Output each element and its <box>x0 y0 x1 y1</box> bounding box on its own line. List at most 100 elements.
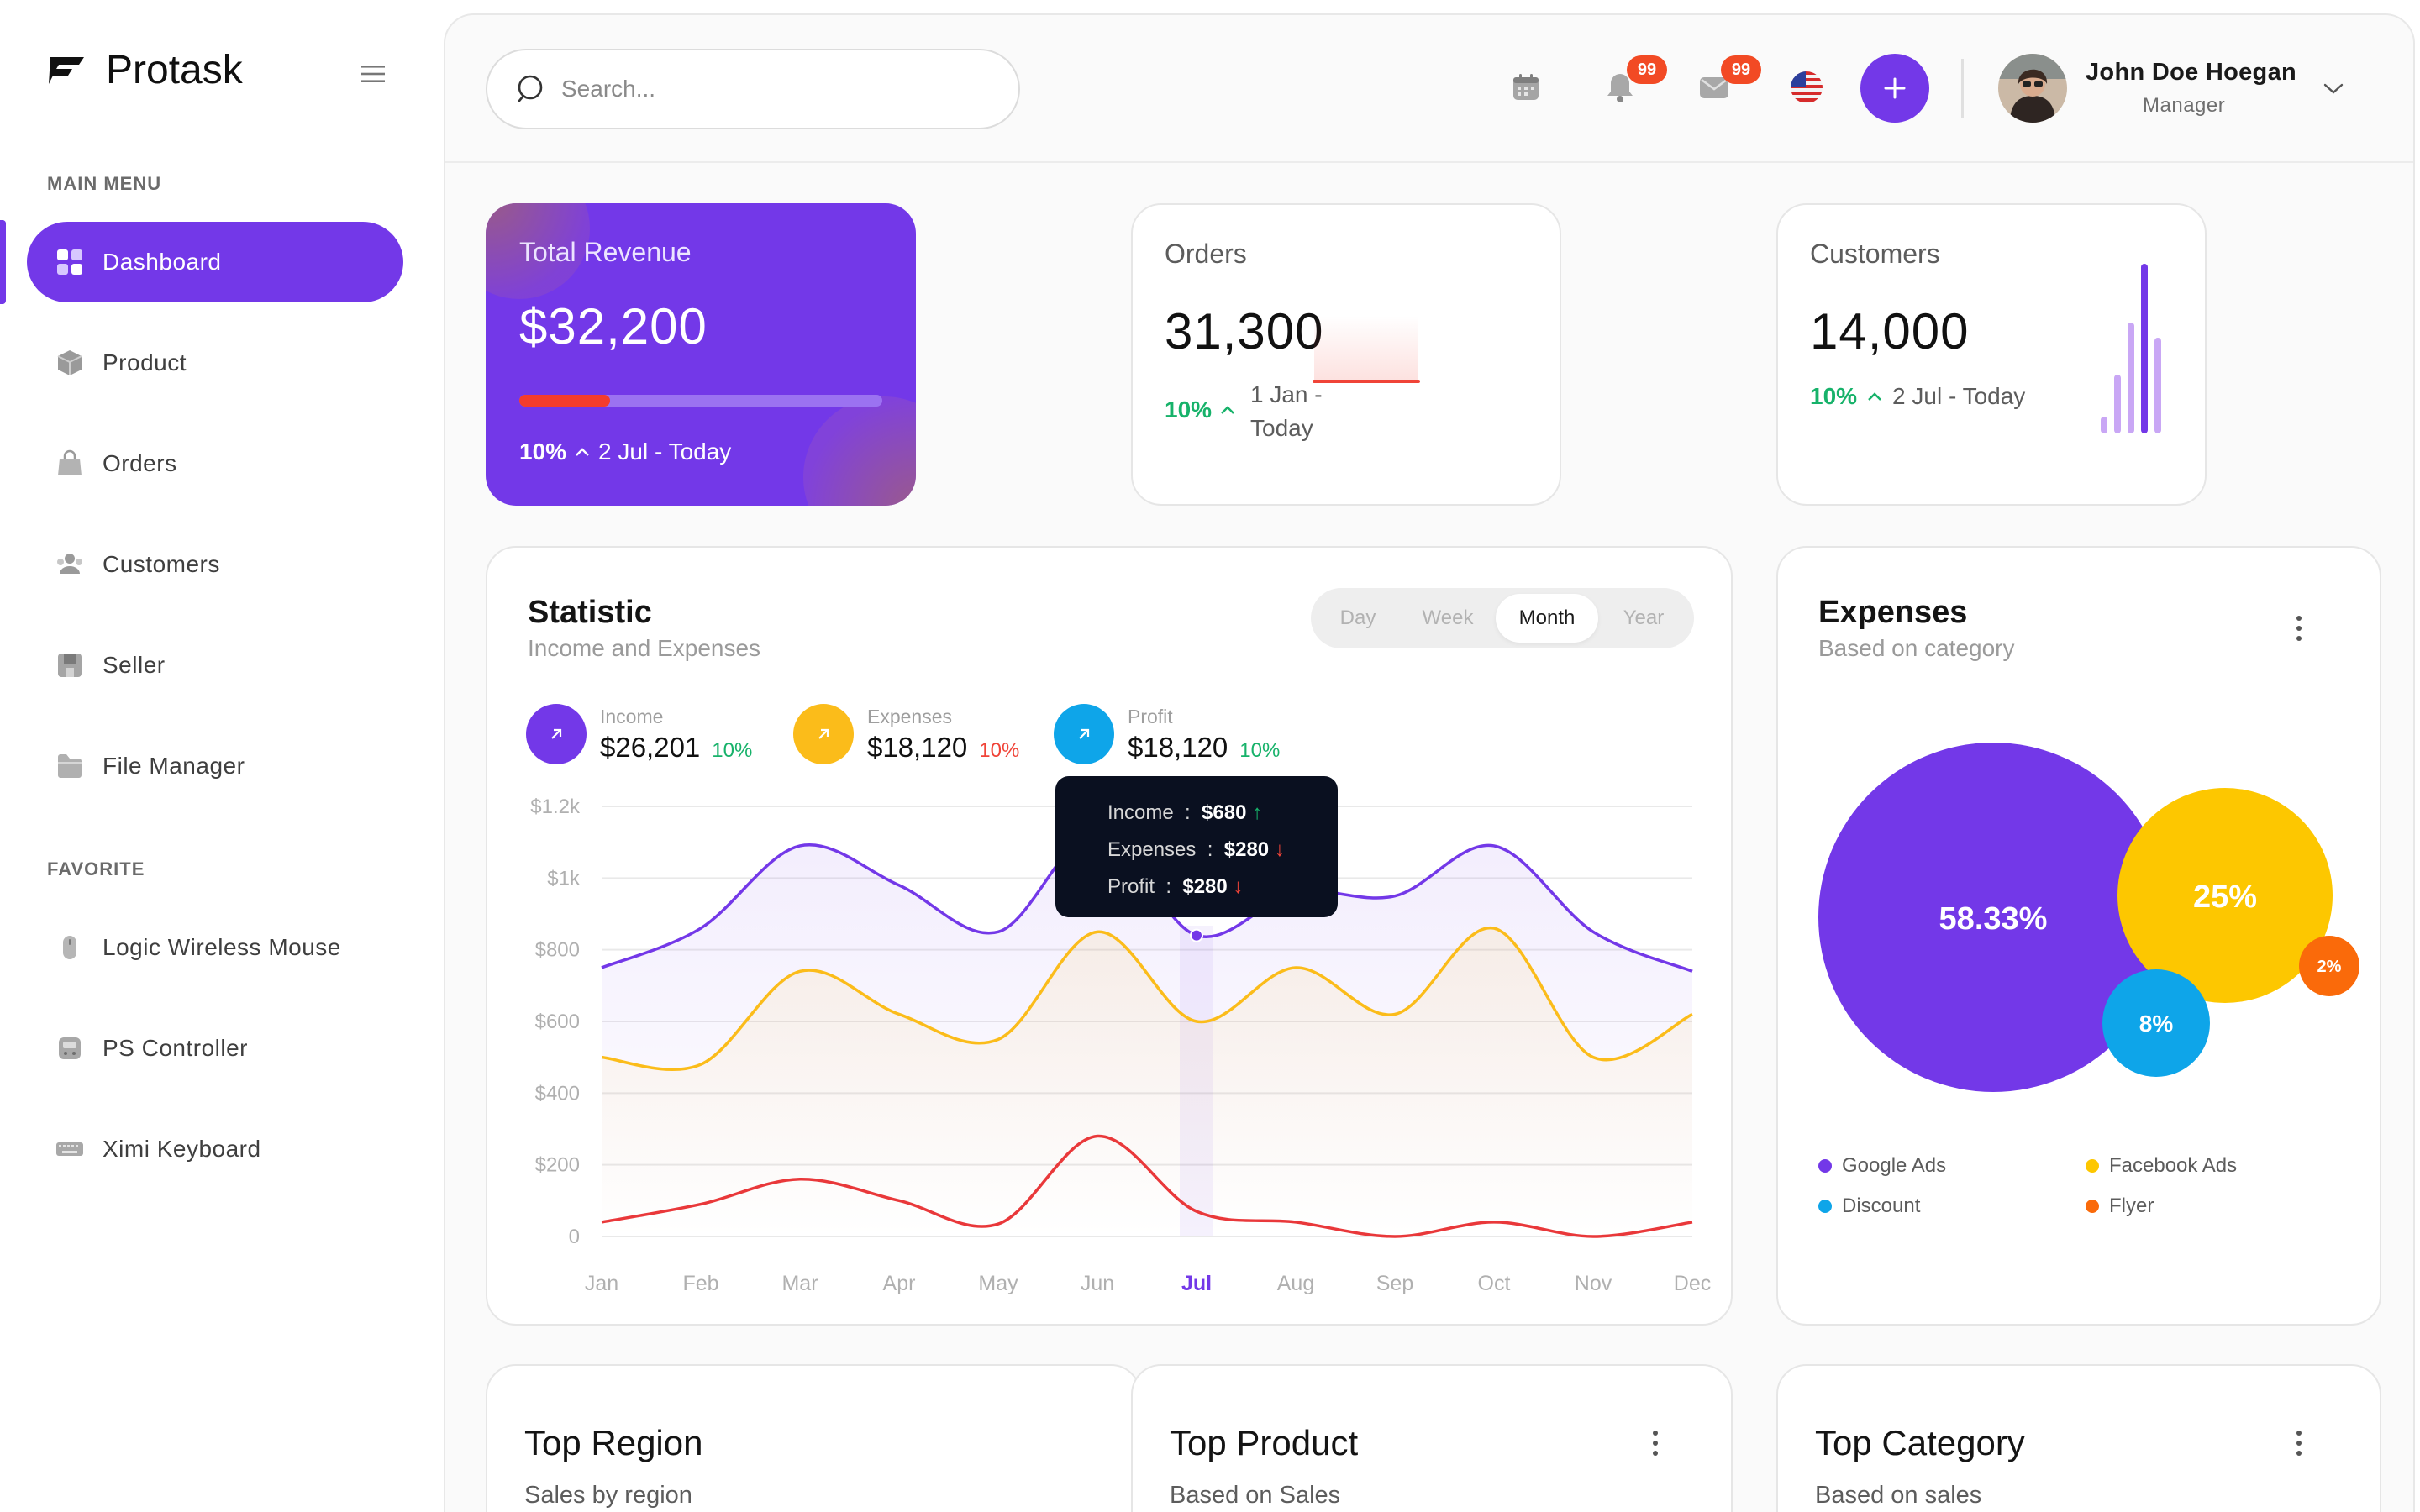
app-name: Protask <box>106 48 243 92</box>
brand[interactable]: Protask <box>47 47 243 93</box>
orders-range-line2: Today <box>1250 415 1313 441</box>
sidebar-item-dashboard[interactable]: Dashboard <box>27 222 403 302</box>
statistic-line-chart[interactable]: 0 $200 $400 $600 $800 $1k $1.2k Jan Feb Mar Apr May… <box>487 548 1733 1326</box>
metric-pct: 10% <box>979 738 1020 762</box>
plus-icon <box>1884 77 1906 99</box>
header-divider <box>1961 59 1964 118</box>
bell-icon <box>1607 74 1633 102</box>
sidebar-item-ximi-keyboard[interactable]: Ximi Keyboard <box>27 1109 403 1189</box>
expenses-subtitle: Based on category <box>1818 635 2015 661</box>
tab-year[interactable]: Year <box>1623 606 1665 629</box>
legend-facebook-ads: Facebook Ads <box>2086 1154 2237 1178</box>
sidebar-item-ps-controller[interactable]: PS Controller <box>27 1008 403 1089</box>
sidebar-item-customers[interactable]: Customers <box>27 524 403 605</box>
bubble-facebook-ads[interactable] <box>2118 788 2333 1003</box>
y-tick-label: $600 <box>535 1011 580 1033</box>
total-revenue-card[interactable]: Total Revenue $32,200 10% 2 Jul - Today <box>486 203 916 506</box>
mouse-icon <box>55 933 84 962</box>
sidebar-item-label: Product <box>103 349 187 375</box>
legend-dot <box>2086 1159 2099 1173</box>
messages-button[interactable] <box>1694 67 1734 108</box>
calendar-icon <box>1513 74 1539 100</box>
notifications-badge: 99 <box>1627 55 1667 84</box>
x-tick-label: Sep <box>1376 1272 1413 1295</box>
sidebar-item-product[interactable]: Product <box>27 323 403 403</box>
top-product-title: Top Product <box>1170 1423 1359 1462</box>
sidebar: Protask MAIN MENU Dashboard Product Orde… <box>0 0 444 1512</box>
tab-month[interactable]: Month <box>1496 594 1598 643</box>
bubble-label: 25% <box>2193 879 2257 915</box>
sidebar-item-logic-wireless-mouse[interactable]: Logic Wireless Mouse <box>27 907 403 988</box>
store-icon <box>55 651 84 680</box>
orders-card[interactable]: Orders 31,300 10% 1 Jan - Today <box>1131 203 1561 506</box>
orders-range-line1: 1 Jan - <box>1250 381 1323 407</box>
legend-label: Flyer <box>2109 1194 2154 1217</box>
revenue-value: $32,200 <box>519 298 708 354</box>
tooltip-profit: Profit : $280 ↓ <box>1107 875 1244 898</box>
calendar-button[interactable] <box>1506 67 1546 108</box>
x-tick-label: Jan <box>585 1272 618 1295</box>
metric-expenses: Expenses $18,120 10% <box>793 704 1019 764</box>
more-vertical-icon[interactable] <box>2294 1428 2304 1458</box>
sidebar-item-label: Ximi Keyboard <box>103 1136 261 1162</box>
arrow-up-right-icon <box>1054 704 1114 764</box>
legend-google-ads: Google Ads <box>1818 1154 1946 1178</box>
gamepad-icon <box>55 1034 84 1063</box>
top-region-subtitle: Sales by region <box>524 1482 692 1509</box>
arrow-up-icon <box>1221 406 1234 414</box>
bubble-google-ads[interactable] <box>1818 743 2168 1092</box>
tab-week[interactable]: Week <box>1422 606 1474 629</box>
main-content: 99 99 <box>444 13 2415 1512</box>
protask-logo-icon <box>49 56 84 84</box>
search-box[interactable] <box>486 49 1020 129</box>
sidebar-item-orders[interactable]: Orders <box>27 423 403 504</box>
expenses-bubble-chart: 58.33% 25% 8% 2% <box>1818 743 2360 1092</box>
avatar[interactable] <box>1998 54 2067 123</box>
y-tick-label: $1.2k <box>530 795 581 818</box>
bubble-flyer[interactable] <box>2299 936 2360 996</box>
y-tick-label: 0 <box>569 1226 580 1248</box>
tab-day[interactable]: Day <box>1339 606 1376 629</box>
chart-tooltip: Income : $680 ↑ Expenses : $280 ↓ Profit… <box>1055 776 1338 917</box>
orders-sparkline <box>1313 316 1420 383</box>
series-area-expenses <box>602 927 1692 1236</box>
notifications-button[interactable] <box>1600 67 1640 108</box>
sidebar-item-seller[interactable]: Seller <box>27 625 403 706</box>
y-tick-label: $1k <box>547 867 581 890</box>
tooltip-value: $280 <box>1182 875 1228 898</box>
orders-footer: 10% <box>1165 396 1244 423</box>
revenue-progress <box>519 395 882 407</box>
legend-label: Facebook Ads <box>2109 1154 2238 1177</box>
search-input[interactable] <box>561 76 998 102</box>
tooltip-value: $280 <box>1223 838 1270 861</box>
metric-label: Income <box>600 705 664 727</box>
expenses-title: Expenses <box>1818 595 1968 630</box>
dashboard-icon <box>55 248 84 276</box>
revenue-title: Total Revenue <box>519 237 692 267</box>
sidebar-item-label: PS Controller <box>103 1035 249 1061</box>
x-tick-label: Jun <box>1081 1272 1114 1295</box>
metric-pct: 10% <box>712 738 753 762</box>
arrow-up-right-icon <box>793 704 854 764</box>
language-button[interactable] <box>1786 67 1827 108</box>
bubble-discount[interactable] <box>2102 969 2210 1077</box>
more-vertical-icon[interactable] <box>1650 1428 1660 1458</box>
revenue-footer: 10% 2 Jul - Today <box>519 438 731 465</box>
customers-card[interactable]: Customers 14,000 10% 2 Jul - Today <box>1776 203 2207 506</box>
x-tick-label: Jul <box>1181 1272 1212 1295</box>
metric-value: $18,120 <box>867 731 968 763</box>
top-category-subtitle: Based on sales <box>1815 1482 1982 1509</box>
more-vertical-icon[interactable] <box>2294 613 2304 643</box>
x-tick-label: Nov <box>1575 1272 1612 1295</box>
sidebar-item-file-manager[interactable]: File Manager <box>27 726 403 806</box>
user-role: Manager <box>2143 94 2226 117</box>
add-button[interactable] <box>1860 54 1929 123</box>
hamburger-menu-icon[interactable] <box>358 64 388 84</box>
arrow-down-icon: ↓ <box>1233 875 1244 898</box>
orders-value: 31,300 <box>1165 303 1324 360</box>
x-tick-label: Apr <box>883 1272 916 1295</box>
legend-dot <box>2086 1200 2099 1213</box>
orders-range: 1 Jan - Today <box>1250 378 1323 445</box>
chevron-down-icon[interactable] <box>2321 81 2346 97</box>
revenue-progress-fill <box>519 395 610 407</box>
